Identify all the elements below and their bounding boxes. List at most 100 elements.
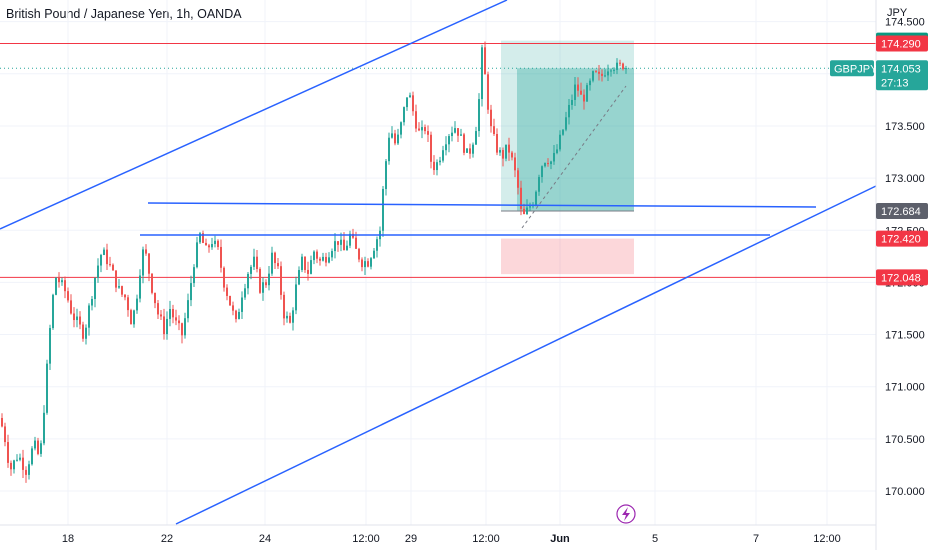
candle-body <box>349 233 351 246</box>
candle-body <box>208 245 210 248</box>
candle-body <box>76 316 78 321</box>
candle-body <box>28 464 30 475</box>
candle-body <box>238 311 240 320</box>
candle-body <box>550 161 552 165</box>
candle-body <box>301 256 303 271</box>
candle-body <box>64 280 66 292</box>
candle-body <box>451 132 453 137</box>
candle-body <box>481 47 483 100</box>
candle-body <box>4 426 6 443</box>
candle-body <box>403 107 405 123</box>
resistance-line-upper[interactable] <box>147 202 817 208</box>
candle-body <box>385 161 387 189</box>
candle-body <box>67 291 69 301</box>
candle-body <box>274 252 276 264</box>
candle-body <box>406 97 408 108</box>
candle-body <box>364 261 366 268</box>
candle-body <box>529 206 531 208</box>
candle-body <box>568 104 570 118</box>
candle-body <box>514 157 516 171</box>
x-tick-label: 5 <box>652 533 658 545</box>
candle-body <box>46 363 48 413</box>
candle-body <box>433 161 435 171</box>
candle-body <box>592 71 594 81</box>
loss-zone[interactable] <box>501 238 634 275</box>
candle-body <box>325 256 327 263</box>
candle-body <box>211 244 213 248</box>
candle-body <box>172 308 174 318</box>
candle-body <box>190 283 192 301</box>
candle-body <box>217 240 219 247</box>
candle-body <box>136 298 138 311</box>
candle-body <box>538 177 540 192</box>
candle-body <box>409 95 411 98</box>
price-tag: 172.048 <box>876 269 928 286</box>
candle-body <box>340 239 342 245</box>
candle-body <box>202 233 204 243</box>
candle-body <box>256 256 258 269</box>
currency-label: JPY <box>887 7 908 19</box>
time-axis[interactable]: 18 22 24 12:00 29 12:00 Jun 5 7 12:00 <box>62 533 841 545</box>
candle-body <box>103 249 105 255</box>
candle-body <box>121 286 123 295</box>
candle-body <box>139 275 141 299</box>
candle-body <box>472 144 474 154</box>
candle-body <box>445 144 447 151</box>
lightning-icon[interactable] <box>616 504 636 524</box>
price-tag: 172.420 <box>876 230 928 247</box>
price-tags: 174.318174.290172.684172.420172.048GBPJP… <box>830 32 928 286</box>
candle-body <box>580 90 582 95</box>
candle-body <box>478 99 480 132</box>
candle-body <box>523 208 525 215</box>
candle-body <box>625 68 627 70</box>
profit-zone[interactable] <box>501 40 634 212</box>
candle-body <box>265 282 267 286</box>
candle-body <box>58 277 60 283</box>
candle-body <box>241 297 243 312</box>
candle-body <box>34 440 36 449</box>
x-tick-label: 22 <box>161 533 173 545</box>
x-tick-label: 18 <box>62 533 74 545</box>
candle-body <box>232 305 234 311</box>
candle-body <box>82 324 84 339</box>
candles <box>1 41 627 483</box>
candle-body <box>307 269 309 274</box>
candle-body <box>373 250 375 259</box>
candle-body <box>556 149 558 153</box>
y-tick-label: 174.500 <box>885 17 925 29</box>
candle-body <box>493 126 495 134</box>
drawings[interactable] <box>0 0 877 525</box>
candle-body <box>502 150 504 159</box>
candle-body <box>553 152 555 162</box>
position-zones <box>501 40 634 275</box>
bar-countdown: 27:13 <box>881 77 909 89</box>
candle-body <box>439 160 441 163</box>
candle-body <box>610 70 612 72</box>
candle-body <box>574 84 576 100</box>
candle-body <box>7 442 9 463</box>
candle-body <box>367 261 369 267</box>
candle-body <box>187 300 189 319</box>
price-tag: 174.290 <box>876 35 928 52</box>
candle-body <box>226 287 228 296</box>
candle-body <box>193 267 195 284</box>
candle-body <box>565 117 567 130</box>
candle-body <box>49 328 51 364</box>
candle-body <box>520 187 522 209</box>
candle-body <box>133 310 135 325</box>
x-tick-label: 29 <box>405 533 417 545</box>
candle-body <box>511 152 513 158</box>
candle-body <box>508 144 510 153</box>
candle-body <box>355 237 357 249</box>
candle-body <box>43 412 45 444</box>
candle-body <box>505 144 507 159</box>
candle-body <box>457 128 459 136</box>
candle-body <box>352 233 354 238</box>
candle-body <box>466 148 468 153</box>
y-tick-label: 171.000 <box>885 382 925 394</box>
candle-body <box>181 323 183 336</box>
candle-body <box>85 327 87 339</box>
upper-channel-line[interactable] <box>0 0 508 230</box>
lower-channel-line[interactable] <box>175 185 877 525</box>
